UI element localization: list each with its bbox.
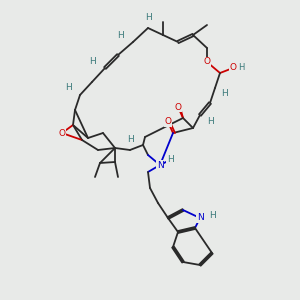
Text: H: H xyxy=(90,58,96,67)
Text: N: N xyxy=(157,160,164,169)
Text: H: H xyxy=(145,13,152,22)
Text: H: H xyxy=(208,211,215,220)
Text: O: O xyxy=(203,58,211,67)
Text: H: H xyxy=(117,31,123,40)
Text: H: H xyxy=(238,64,244,73)
Text: O: O xyxy=(230,64,236,73)
Text: H: H xyxy=(207,118,213,127)
Text: H: H xyxy=(127,136,134,145)
Text: N: N xyxy=(196,214,203,223)
Text: H: H xyxy=(167,155,173,164)
Text: H: H xyxy=(222,88,228,98)
Text: O: O xyxy=(58,128,65,137)
Text: H: H xyxy=(64,83,71,92)
Text: O: O xyxy=(175,103,182,112)
Text: O: O xyxy=(164,118,172,127)
